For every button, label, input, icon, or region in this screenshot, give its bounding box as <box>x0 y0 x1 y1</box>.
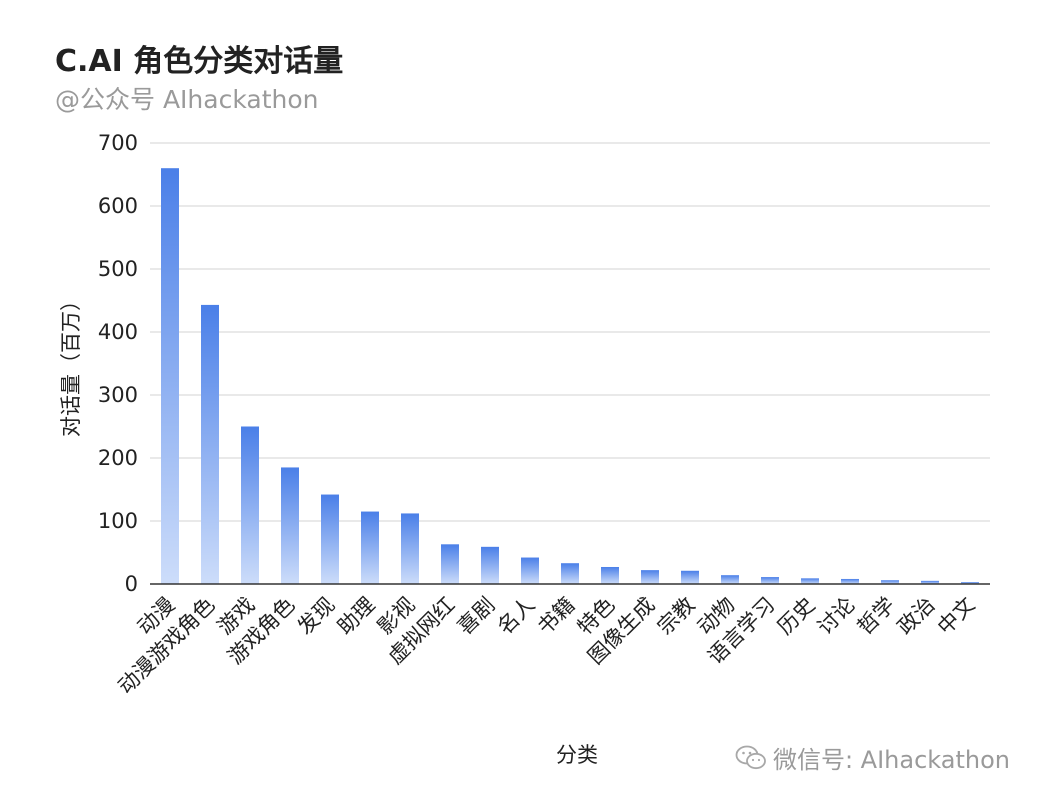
x-category-label: 政治 <box>893 593 940 640</box>
bar <box>321 494 339 584</box>
y-tick-label: 100 <box>98 509 138 533</box>
bar <box>161 168 179 584</box>
y-tick-label: 0 <box>125 572 138 596</box>
bar <box>721 575 739 584</box>
bar <box>801 578 819 584</box>
y-tick-label: 600 <box>98 194 138 218</box>
x-category-label: 助理 <box>333 593 380 640</box>
bar <box>881 580 899 584</box>
y-tick-label: 200 <box>98 446 138 470</box>
bar <box>921 580 939 584</box>
bar <box>241 426 259 584</box>
x-category-label: 宗教 <box>653 593 700 640</box>
x-category-label: 书籍 <box>533 593 580 640</box>
x-axis-categories: 动漫动漫游戏角色游戏游戏角色发现助理影视虚拟网红喜剧名人书籍特色图像生成宗教动物… <box>113 593 979 699</box>
y-tick-label: 500 <box>98 257 138 281</box>
bar <box>841 578 859 584</box>
x-category-label: 喜剧 <box>453 593 500 640</box>
bar <box>481 546 499 584</box>
x-category-label: 历史 <box>773 593 820 640</box>
grid-lines <box>150 142 990 522</box>
bar <box>201 304 219 584</box>
bar <box>681 570 699 584</box>
chart-title: C.AI 角色分类对话量 <box>55 44 344 79</box>
bar <box>761 577 779 584</box>
y-axis-title: 对话量（百万） <box>59 290 83 437</box>
x-category-label: 名人 <box>493 593 540 640</box>
x-axis-title: 分类 <box>556 743 598 767</box>
bar <box>961 582 979 584</box>
bar <box>521 557 539 584</box>
bar <box>641 570 659 584</box>
y-tick-label: 400 <box>98 320 138 344</box>
watermark: 微信号: AIhackathon <box>735 740 1010 775</box>
bar <box>441 544 459 584</box>
y-tick-label: 700 <box>98 131 138 155</box>
bar <box>401 513 419 584</box>
chart-subtitle: @公众号 AIhackathon <box>55 85 319 114</box>
bar <box>281 467 299 584</box>
x-category-label: 哲学 <box>853 593 900 640</box>
wechat-icon <box>735 745 767 771</box>
y-tick-label: 300 <box>98 383 138 407</box>
bar <box>601 566 619 584</box>
y-axis-ticks: 0 100 200 300 400 500 600 700 <box>98 131 138 596</box>
bar <box>361 511 379 584</box>
bar <box>561 563 579 584</box>
x-category-label: 讨论 <box>813 593 860 640</box>
bars <box>161 168 979 584</box>
watermark-text: 微信号: AIhackathon <box>772 746 1010 774</box>
x-category-label: 发现 <box>293 593 340 640</box>
x-category-label: 中文 <box>933 593 980 640</box>
